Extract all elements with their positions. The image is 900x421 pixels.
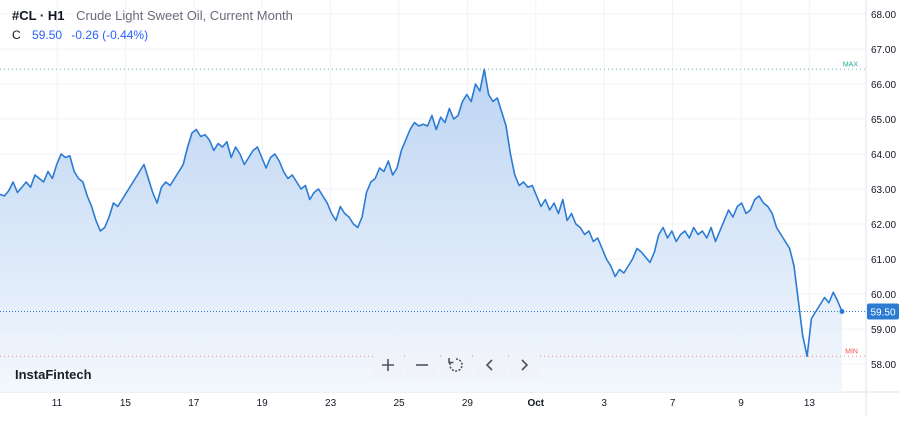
reset-icon bbox=[448, 358, 463, 372]
x-tick-label: 7 bbox=[670, 398, 676, 409]
series-area bbox=[0, 69, 842, 393]
x-tick-label: 25 bbox=[393, 398, 405, 409]
price-tag-label: 59.50 bbox=[870, 308, 895, 319]
scroll-right-button[interactable] bbox=[509, 350, 539, 380]
x-tick-label: 23 bbox=[325, 398, 337, 409]
zoom-out-button[interactable] bbox=[407, 350, 437, 380]
zoom-in-button[interactable] bbox=[373, 350, 403, 380]
y-tick-label: 59.00 bbox=[871, 325, 896, 336]
x-tick-label: 17 bbox=[188, 398, 200, 409]
x-tick-label: 13 bbox=[804, 398, 816, 409]
plus-icon bbox=[382, 359, 394, 371]
y-tick-label: 61.00 bbox=[871, 255, 896, 266]
chevron-left-icon bbox=[485, 359, 493, 371]
x-tick-label: 15 bbox=[120, 398, 132, 409]
x-tick-label: Oct bbox=[527, 398, 544, 409]
brand-logo: InstaFintech bbox=[15, 367, 92, 382]
x-tick-label: 11 bbox=[52, 398, 63, 409]
close-label: C bbox=[12, 28, 21, 42]
legend-title: #CL · H1 Crude Light Sweet Oil, Current … bbox=[12, 8, 293, 23]
x-tick-label: 3 bbox=[601, 398, 607, 409]
y-tick-label: 58.00 bbox=[871, 360, 896, 371]
y-tick-label: 66.00 bbox=[871, 80, 896, 91]
close-value: 59.50 bbox=[32, 28, 63, 42]
change-value: -0.26 (-0.44%) bbox=[71, 28, 149, 42]
y-tick-label: 62.00 bbox=[871, 220, 896, 231]
instrument-description: Crude Light Sweet Oil, Current Month bbox=[76, 8, 293, 23]
y-tick-label: 68.00 bbox=[871, 10, 896, 21]
series-line bbox=[0, 68, 843, 358]
legend-values: C 59.50 -0.26 (-0.44%) bbox=[12, 28, 148, 42]
y-tick-label: 65.00 bbox=[871, 115, 896, 126]
price-tag-bg bbox=[867, 303, 899, 320]
symbol-label: #CL · H1 bbox=[12, 8, 65, 23]
chevron-right-icon bbox=[521, 359, 529, 371]
min-label: MIN bbox=[845, 348, 858, 355]
x-tick-label: 29 bbox=[462, 398, 474, 409]
max-label: MAX bbox=[843, 61, 859, 68]
x-tick-label: 19 bbox=[257, 398, 269, 409]
minus-icon bbox=[416, 364, 428, 366]
x-tick-label: 9 bbox=[738, 398, 744, 409]
y-tick-label: 60.00 bbox=[871, 290, 896, 301]
reset-button[interactable] bbox=[441, 350, 471, 380]
last-price-marker bbox=[839, 309, 845, 314]
scroll-left-button[interactable] bbox=[475, 350, 505, 380]
y-tick-label: 67.00 bbox=[871, 45, 896, 56]
y-tick-label: 64.00 bbox=[871, 150, 896, 161]
chart-toolbar bbox=[373, 350, 539, 380]
y-tick-label: 63.00 bbox=[871, 185, 896, 196]
